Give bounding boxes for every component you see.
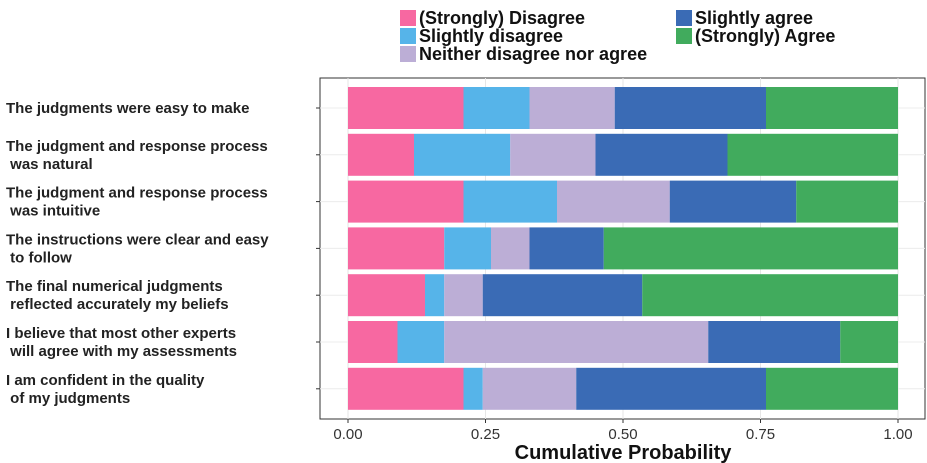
- category-label: The instructions were clear and easy to …: [6, 231, 269, 266]
- bar-segment: [727, 133, 898, 176]
- x-tick-label: 0.25: [471, 426, 500, 443]
- bar-segment: [766, 87, 898, 129]
- bar-segment: [463, 367, 483, 410]
- bar-segment: [425, 274, 445, 317]
- bars: [348, 87, 898, 410]
- bar-segment: [463, 180, 557, 223]
- legend-label: Neither disagree nor agree: [419, 44, 647, 64]
- category-label: I am confident in the quality of my judg…: [6, 372, 205, 407]
- x-axis-ticks: 0.00 0.25 0.50 0.75 1.00: [333, 419, 913, 443]
- category-label: The judgments were easy to make: [6, 100, 249, 117]
- bar-segment: [348, 180, 464, 223]
- bar-segment: [576, 367, 766, 410]
- x-tick-label: 0.50: [608, 426, 637, 443]
- bar-segment: [397, 321, 445, 363]
- bar-segment: [603, 227, 898, 270]
- bar-segment: [595, 133, 728, 176]
- bar-segment: [414, 133, 511, 176]
- bar-segment: [348, 367, 464, 410]
- bar-segment: [796, 180, 898, 223]
- category-label: The judgment and response process was na…: [6, 138, 268, 173]
- bar-segment: [840, 321, 898, 363]
- bar-segment: [557, 180, 670, 223]
- bar-segment: [482, 367, 577, 410]
- bar-segment: [669, 180, 797, 223]
- legend-label: Slightly agree: [695, 8, 813, 28]
- x-tick-label: 0.00: [333, 426, 362, 443]
- category-label: I believe that most other experts will a…: [6, 325, 237, 360]
- x-tick-label: 0.75: [746, 426, 775, 443]
- legend-item: (Strongly) Disagree: [400, 8, 585, 28]
- bar-segment: [444, 274, 483, 317]
- bar-segment: [766, 367, 898, 410]
- legend-swatch: [400, 10, 416, 26]
- legend-item: Slightly disagree: [400, 26, 563, 46]
- legend-item: Neither disagree nor agree: [400, 44, 647, 64]
- bar-segment: [642, 274, 898, 317]
- bar-segment: [348, 321, 398, 363]
- bar-segment: [529, 87, 615, 129]
- bar-segment: [444, 321, 709, 363]
- category-label: The judgment and response process was in…: [6, 185, 268, 220]
- bar-segment: [348, 227, 445, 270]
- bar-segment: [348, 274, 425, 317]
- category-labels: The judgments were easy to make The judgm…: [6, 100, 320, 407]
- bar-segment: [348, 87, 464, 129]
- x-tick-label: 1.00: [883, 426, 912, 443]
- bar-segment: [444, 227, 491, 270]
- legend-swatch: [400, 46, 416, 62]
- bar-segment: [510, 133, 596, 176]
- legend-item: Slightly agree: [676, 8, 813, 28]
- bar-segment: [348, 133, 414, 176]
- bar-segment: [491, 227, 530, 270]
- bar-segment: [482, 274, 643, 317]
- legend-label: (Strongly) Disagree: [419, 8, 585, 28]
- legend-label: (Strongly) Agree: [695, 26, 835, 46]
- x-axis-title: Cumulative Probability: [515, 442, 733, 463]
- legend-swatch: [676, 10, 692, 26]
- bar-segment: [708, 321, 841, 363]
- bar-segment: [463, 87, 530, 129]
- legend-swatch: [400, 28, 416, 44]
- legend-item: (Strongly) Agree: [676, 26, 835, 46]
- legend-swatch: [676, 28, 692, 44]
- bar-segment: [529, 227, 604, 270]
- category-label: The final numerical judgments reflected …: [6, 278, 229, 313]
- legend-label: Slightly disagree: [419, 26, 563, 46]
- bar-segment: [614, 87, 766, 129]
